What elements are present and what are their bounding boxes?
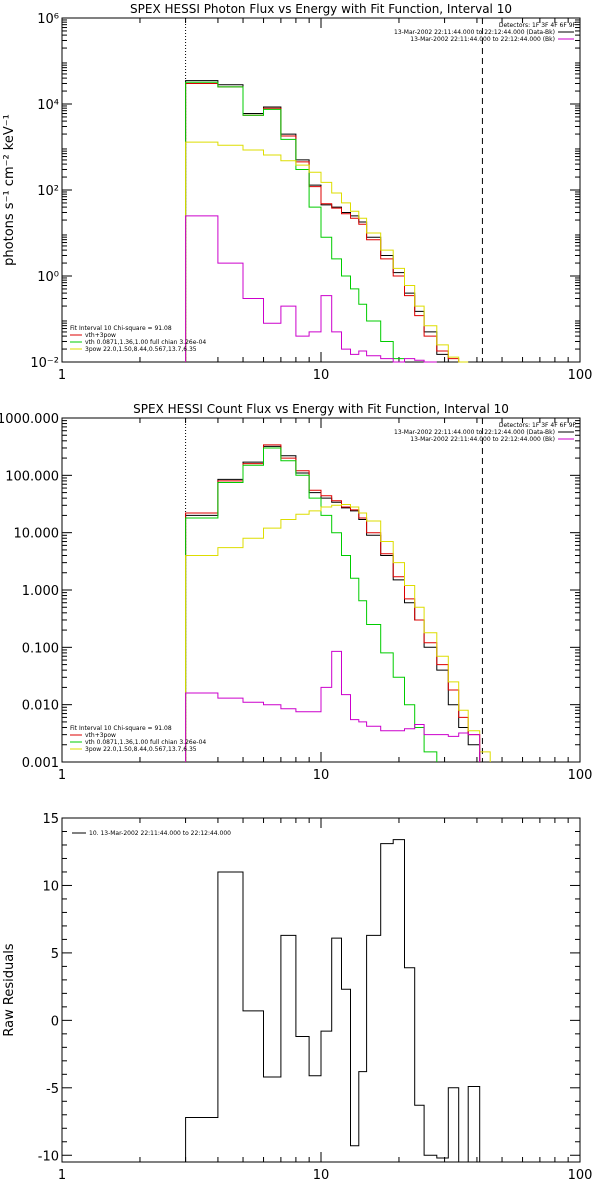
y-tick-label: 0.010 [22, 699, 59, 714]
x-tick-label: 1 [58, 768, 66, 783]
legend-entry: vth+3pow [85, 332, 116, 339]
x-tick-label: 10 [313, 1168, 330, 1183]
series-vth [185, 81, 405, 362]
legend-entry: vth 0.0871,1.36,1.00 full chian 3.26e-04 [85, 339, 206, 346]
y-tick-label: 5 [51, 947, 59, 962]
legend-entry: vth+3pow [85, 732, 116, 739]
series-vth-3pow [185, 444, 481, 762]
panel-2: SPEX HESSI Count Flux vs Energy with Fit… [0, 402, 592, 783]
y-tick-label: -10 [38, 1149, 59, 1164]
y-tick-label: 10.000 [14, 527, 60, 542]
y-tick-label: 1000.000 [0, 412, 59, 427]
y-tick-label: 15 [42, 812, 59, 827]
y-axis-label: photons s⁻¹ cm⁻² keV⁻¹ [2, 114, 17, 266]
series-residuals [185, 839, 481, 1163]
x-tick-label: 100 [568, 768, 593, 783]
panel-1: SPEX HESSI Photon Flux vs Energy with Fi… [2, 2, 592, 383]
legend-bottom: Fit Interval 10 Chi-square = 91.08vth+3p… [70, 725, 206, 753]
x-tick-label: 1 [58, 368, 66, 383]
series-data-bk [185, 445, 481, 762]
y-tick-label: 100.000 [5, 469, 59, 484]
y-tick-label: 10² [37, 184, 59, 199]
y-tick-label: -5 [46, 1082, 59, 1097]
chart-title: SPEX HESSI Photon Flux vs Energy with Fi… [130, 2, 512, 16]
y-tick-label: 10⁻² [30, 356, 59, 371]
series-vth [185, 447, 438, 762]
series-vth-3pow [185, 83, 460, 362]
x-tick-label: 1 [58, 1168, 66, 1183]
panel-3: 1 10 100 -10 -5 0 5 10 15 Raw Residuals 10. 13-Mar… [2, 812, 592, 1183]
series-bk [185, 215, 437, 363]
x-tick-label: 100 [568, 1168, 593, 1183]
y-tick-label: 0.001 [22, 756, 59, 771]
legend-entry: 3pow 22.0,1.50,8.44,0.567,13.7,6.35 [85, 346, 197, 353]
x-tick-label: 100 [568, 368, 593, 383]
x-tick-label: 10 [313, 768, 330, 783]
x-tick-label: 10 [313, 368, 330, 383]
legend-entry: 3pow 22.0,1.50,8.44,0.567,13.7,6.35 [85, 746, 197, 753]
legend-entry: 10. 13-Mar-2002 22:11:44.000 to 22:12:44… [89, 830, 231, 837]
y-axis-label: Raw Residuals [2, 943, 17, 1036]
y-tick-label: 0.100 [22, 641, 59, 656]
y-tick-label: 10⁰ [37, 270, 59, 285]
chart-title: SPEX HESSI Count Flux vs Energy with Fit… [133, 402, 509, 416]
legend-bottom: Fit Interval 10 Chi-square = 91.08vth+3p… [70, 325, 206, 353]
legend-header: Detectors: 1F 3F 4F 6F 9F [499, 22, 577, 29]
series-bk [185, 650, 481, 762]
legend-entry: 13-Mar-2002 22:11:44.000 to 22:12:44.000… [410, 436, 555, 443]
legend-header: Fit Interval 10 Chi-square = 91.08 [70, 725, 172, 732]
legend-entry: 13-Mar-2002 22:11:44.000 to 22:12:44.000… [394, 429, 555, 436]
legend-entry: 13-Mar-2002 22:11:44.000 to 22:12:44.000… [410, 36, 555, 43]
plot-frame [61, 817, 581, 1163]
legend-header: Detectors: 1F 3F 4F 6F 9F [499, 422, 577, 429]
y-tick-label: 10⁴ [37, 98, 59, 113]
y-tick-label: 1.000 [22, 584, 59, 599]
y-tick-label: 10⁶ [37, 12, 59, 27]
legend-entry: 13-Mar-2002 22:11:44.000 to 22:12:44.000… [394, 29, 555, 36]
series-3pow [185, 141, 469, 363]
y-tick-label: 0 [51, 1014, 59, 1029]
series-data-bk [185, 80, 449, 362]
series-3pow [185, 504, 491, 762]
y-tick-label: 10 [42, 879, 59, 894]
legend-entry: vth 0.0871,1.36,1.00 full chian 3.26e-04 [85, 739, 206, 746]
legend-header: Fit Interval 10 Chi-square = 91.08 [70, 325, 172, 332]
legend-top: 10. 13-Mar-2002 22:11:44.000 to 22:12:44… [72, 830, 231, 837]
